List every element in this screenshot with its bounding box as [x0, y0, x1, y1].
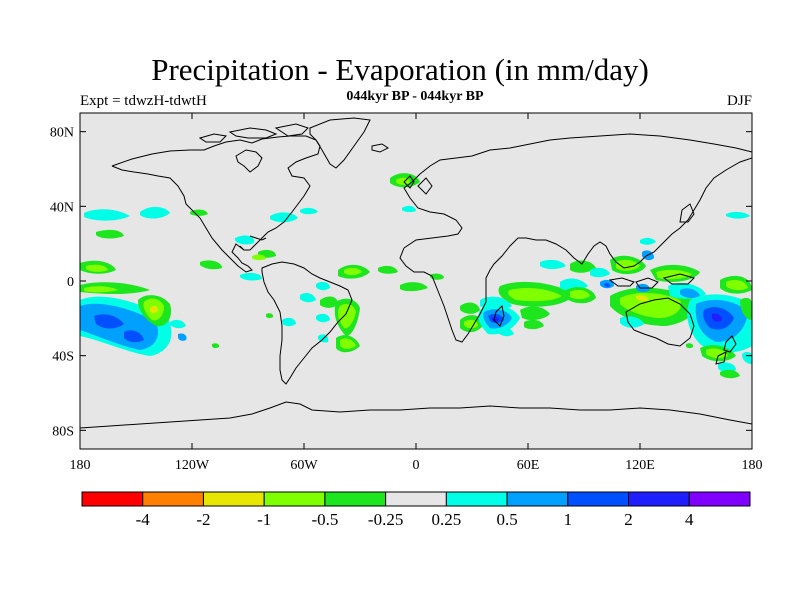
x-tick-label: 60E	[517, 458, 540, 473]
map-subtitle: 044kyr BP - 044kyr BP	[346, 89, 484, 104]
y-tick-label: 40S	[52, 350, 74, 365]
colorbar-box	[567, 491, 630, 507]
y-tick-label: 80S	[52, 424, 74, 439]
colorbar-label: -1	[257, 510, 271, 529]
experiment-label: Expt = tdwzH-tdwtH	[80, 93, 207, 109]
colorbar-box	[506, 491, 569, 507]
season-label: DJF	[726, 93, 752, 109]
colorbar-label: 4	[685, 510, 694, 529]
colorbar-label: 1	[564, 510, 573, 529]
colorbar-box	[142, 491, 204, 507]
coastlines	[80, 117, 752, 429]
colorbar-box	[202, 491, 265, 507]
map-background	[80, 113, 752, 449]
y-tick-label: 80N	[50, 126, 74, 141]
x-tick-label: 180	[742, 458, 763, 473]
colorbar-label: -4	[136, 510, 151, 529]
colorbar-label: -0.25	[368, 510, 403, 529]
axis-ticks: 80N 40N 0 40S 80S 180 120W 60W 0 60E 120E 180	[50, 113, 763, 473]
colorbar-label: 0.5	[496, 510, 517, 529]
colorbar-box	[385, 491, 447, 507]
colorbar-box	[628, 491, 690, 507]
x-tick-label: 120W	[175, 458, 210, 473]
colorbar-label: -0.5	[311, 510, 338, 529]
colorbar-label: -2	[196, 510, 210, 529]
colorbar-box	[81, 491, 144, 507]
colorbar: -4 -2 -1 -0.5 -0.25 0.25 0.5 1 2 4	[81, 491, 751, 529]
colorbar-label: 2	[624, 510, 633, 529]
colorbar-label: 0.25	[431, 510, 461, 529]
colorbar-box	[263, 491, 326, 507]
x-tick-label: 120E	[625, 458, 655, 473]
y-tick-label: 0	[67, 275, 74, 290]
colorbar-box	[324, 491, 387, 507]
map-title: Precipitation - Evaporation (in mm/day)	[151, 52, 649, 87]
colorbar-box	[688, 491, 751, 507]
colorbar-box	[445, 491, 508, 507]
x-tick-label: 0	[413, 458, 420, 473]
x-tick-label: 60W	[290, 458, 318, 473]
x-tick-label: 180	[70, 458, 91, 473]
y-tick-label: 40N	[50, 200, 74, 215]
anomaly-field	[80, 173, 752, 379]
